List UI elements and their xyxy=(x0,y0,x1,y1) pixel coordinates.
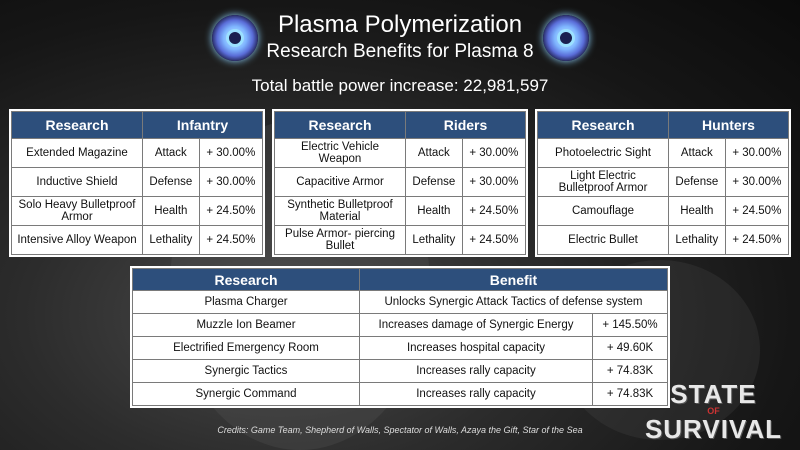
hunters-col-type: Hunters xyxy=(668,111,789,139)
stat-value: + 30.00% xyxy=(461,138,527,168)
page-title: Plasma Polymerization xyxy=(277,11,523,38)
table-row: Extended Magazine Attack + 30.00% xyxy=(11,138,264,168)
research-name: Photoelectric Sight xyxy=(537,138,669,168)
stat-name: Health xyxy=(405,196,463,226)
header: Plasma Polymerization Research Benefits … xyxy=(0,10,800,96)
research-name: Synthetic Bulletproof Material xyxy=(274,196,406,226)
benefits-col-benefit: Benefit xyxy=(359,268,668,291)
benefit-value: + 49.60K xyxy=(592,336,668,360)
stat-name: Defense xyxy=(405,167,463,197)
plasma-core-icon-right xyxy=(543,15,589,61)
stat-value: + 24.50% xyxy=(724,196,790,226)
page-subtitle: Research Benefits for Plasma 8 xyxy=(266,41,534,62)
table-row: Photoelectric Sight Attack + 30.00% xyxy=(537,138,790,168)
research-name: Capacitive Armor xyxy=(274,167,406,197)
research-name: Synergic Tactics xyxy=(132,359,360,383)
stat-value: + 24.50% xyxy=(198,225,264,255)
table-row: Synergic Tactics Increases rally capacit… xyxy=(132,359,668,383)
benefit-desc: Increases rally capacity xyxy=(359,359,593,383)
benefit-desc: Increases damage of Synergic Energy xyxy=(359,313,593,337)
table-row: Pulse Armor- piercing Bullet Lethality +… xyxy=(274,225,527,255)
research-name: Pulse Armor- piercing Bullet xyxy=(274,225,406,255)
table-row: Synergic Command Increases rally capacit… xyxy=(132,382,668,406)
logo-line1: STATE xyxy=(670,379,757,409)
benefit-value: + 74.83K xyxy=(592,359,668,383)
hunters-table: Research Hunters Photoelectric Sight Att… xyxy=(537,111,790,255)
stat-value: + 24.50% xyxy=(198,196,264,226)
research-name: Light Electric Bulletproof Armor xyxy=(537,167,669,197)
stat-value: + 30.00% xyxy=(724,138,790,168)
riders-table: Research Riders Electric Vehicle Weapon … xyxy=(274,111,527,255)
table-row: Inductive Shield Defense + 30.00% xyxy=(11,167,264,197)
stat-value: + 24.50% xyxy=(461,196,527,226)
stat-value: + 30.00% xyxy=(198,138,264,168)
logo-line2: SURVIVAL xyxy=(644,414,782,444)
riders-table-frame: Research Riders Electric Vehicle Weapon … xyxy=(272,109,528,257)
stat-value: + 24.50% xyxy=(461,225,527,255)
benefit-value: + 145.50% xyxy=(592,313,668,337)
table-row: Camouflage Health + 24.50% xyxy=(537,196,790,226)
benefits-table: Research Benefit Plasma Charger Unlocks … xyxy=(132,268,668,406)
stat-value: + 30.00% xyxy=(724,167,790,197)
stat-name: Attack xyxy=(668,138,726,168)
research-name: Camouflage xyxy=(537,196,669,226)
benefit-desc: Increases rally capacity xyxy=(359,382,593,406)
infantry-col-research: Research xyxy=(11,111,143,139)
table-row: Solo Heavy Bulletproof Armor Health + 24… xyxy=(11,196,264,226)
infantry-table: Research Infantry Extended Magazine Atta… xyxy=(11,111,264,255)
research-name: Inductive Shield xyxy=(11,167,143,197)
table-row: Electric Bullet Lethality + 24.50% xyxy=(537,225,790,255)
stat-name: Health xyxy=(142,196,200,226)
stat-name: Defense xyxy=(142,167,200,197)
stat-value: + 24.50% xyxy=(724,225,790,255)
table-row: Electrified Emergency Room Increases hos… xyxy=(132,336,668,360)
research-name: Electric Vehicle Weapon xyxy=(274,138,406,168)
table-row: Synthetic Bulletproof Material Health + … xyxy=(274,196,527,226)
stat-value: + 30.00% xyxy=(461,167,527,197)
credits: Credits: Game Team, Shepherd of Walls, S… xyxy=(217,425,583,435)
table-row: Intensive Alloy Weapon Lethality + 24.50… xyxy=(11,225,264,255)
hunters-col-research: Research xyxy=(537,111,669,139)
research-name: Solo Heavy Bulletproof Armor xyxy=(11,196,143,226)
stat-name: Attack xyxy=(405,138,463,168)
table-row: Electric Vehicle Weapon Attack + 30.00% xyxy=(274,138,527,168)
total-battle-power: Total battle power increase: 22,981,597 xyxy=(251,76,549,95)
stat-name: Lethality xyxy=(668,225,726,255)
stat-name: Attack xyxy=(142,138,200,168)
research-name: Electrified Emergency Room xyxy=(132,336,360,360)
table-row: Plasma Charger Unlocks Synergic Attack T… xyxy=(132,290,668,314)
logo-of: OF xyxy=(707,406,720,416)
benefits-table-frame: Research Benefit Plasma Charger Unlocks … xyxy=(130,266,670,408)
stat-name: Defense xyxy=(668,167,726,197)
research-name: Extended Magazine xyxy=(11,138,143,168)
stat-name: Lethality xyxy=(142,225,200,255)
research-name: Plasma Charger xyxy=(132,290,360,314)
riders-col-research: Research xyxy=(274,111,406,139)
benefit-desc: Increases hospital capacity xyxy=(359,336,593,360)
stat-name: Lethality xyxy=(405,225,463,255)
benefit-desc: Unlocks Synergic Attack Tactics of defen… xyxy=(359,290,668,314)
table-row: Light Electric Bulletproof Armor Defense… xyxy=(537,167,790,197)
plasma-core-icon-left xyxy=(212,15,258,61)
table-row: Muzzle Ion Beamer Increases damage of Sy… xyxy=(132,313,668,337)
research-name: Synergic Command xyxy=(132,382,360,406)
table-row: Capacitive Armor Defense + 30.00% xyxy=(274,167,527,197)
riders-col-type: Riders xyxy=(405,111,526,139)
stat-name: Health xyxy=(668,196,726,226)
infantry-table-frame: Research Infantry Extended Magazine Atta… xyxy=(9,109,265,257)
research-name: Intensive Alloy Weapon xyxy=(11,225,143,255)
benefit-value: + 74.83K xyxy=(592,382,668,406)
benefits-col-research: Research xyxy=(132,268,360,291)
infantry-col-type: Infantry xyxy=(142,111,263,139)
research-name: Muzzle Ion Beamer xyxy=(132,313,360,337)
hunters-table-frame: Research Hunters Photoelectric Sight Att… xyxy=(535,109,791,257)
state-of-survival-logo: STATE OF SURVIVAL xyxy=(645,381,782,442)
research-name: Electric Bullet xyxy=(537,225,669,255)
stat-value: + 30.00% xyxy=(198,167,264,197)
